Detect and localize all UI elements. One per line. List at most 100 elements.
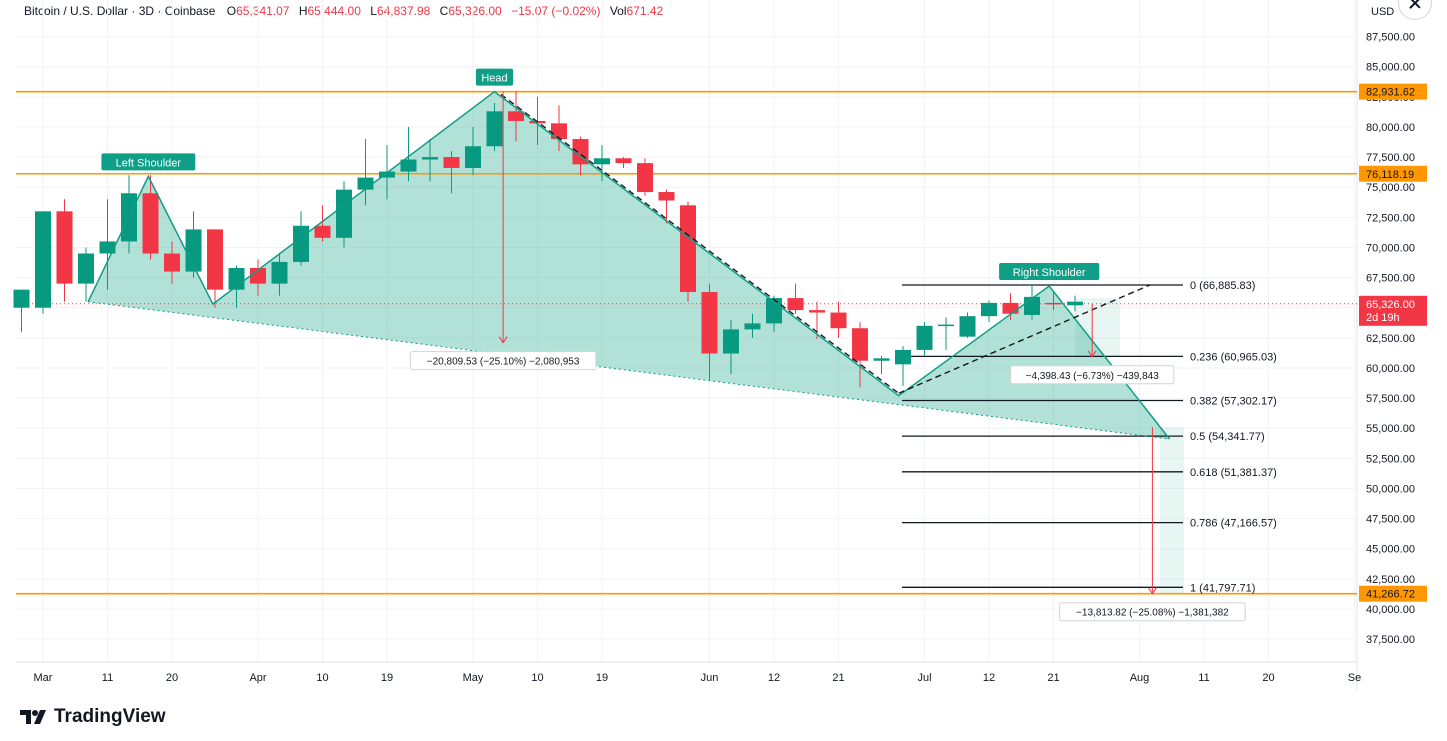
candle-body <box>594 158 610 165</box>
low-label: L <box>370 4 377 18</box>
pattern-label-box <box>999 263 1100 281</box>
candle-body <box>314 225 331 238</box>
price-tick-label: 72,500.00 <box>1366 212 1415 224</box>
candle-body <box>443 157 460 168</box>
price-tick-label: 42,500.00 <box>1366 574 1415 586</box>
measure-label-box <box>1010 365 1175 385</box>
level-price-tag <box>1359 83 1427 100</box>
price-tick-label: 80,000.00 <box>1366 122 1415 134</box>
level-price-label: 76,118.19 <box>1366 169 1414 181</box>
price-tick-label: 62,500.00 <box>1366 333 1415 345</box>
time-tick-label: 20 <box>166 672 178 684</box>
current-price-label: 65,326.00 <box>1366 299 1415 311</box>
candle-body <box>830 312 847 329</box>
candle-body <box>981 302 997 317</box>
candle-body <box>228 267 245 290</box>
brand-logo: TradingView <box>20 706 166 728</box>
candle-body <box>658 192 675 201</box>
candle-body <box>357 177 374 190</box>
candle-body <box>938 324 954 327</box>
time-tick-label: 21 <box>832 672 844 684</box>
candle-body <box>895 349 911 365</box>
candle-body <box>164 253 180 272</box>
price-tick-label: 75,000.00 <box>1366 182 1415 194</box>
candle-body <box>56 211 73 284</box>
candle-body <box>508 111 524 121</box>
time-tick-label: 20 <box>1262 672 1274 684</box>
time-axis[interactable]: Mar 11 20 Apr 10 19 May 10 19 Jun 12 21 Jul 12 21 Aug 11… <box>34 672 1362 684</box>
high-label: H <box>298 4 308 18</box>
close-label: C <box>439 4 449 18</box>
candle-body <box>35 211 51 308</box>
candle-body <box>400 159 417 172</box>
currency-label[interactable]: USD <box>1371 6 1395 18</box>
price-axis[interactable]: 87,500.0085,000.0082,500.0080,000.0077,5… <box>1359 32 1427 647</box>
candle-body <box>637 163 653 193</box>
fib-level-label: 0.236 (60,965.03) <box>1190 351 1277 363</box>
time-tick-label: Jun <box>701 672 719 684</box>
level-price-tag <box>1359 585 1427 602</box>
candle-body <box>787 298 804 311</box>
time-tick-label: 11 <box>1198 672 1209 684</box>
pattern-label-box <box>101 153 196 171</box>
price-tick-label: 85,000.00 <box>1366 62 1415 74</box>
measure-label-box <box>1059 602 1246 622</box>
price-tick-label: 37,500.00 <box>1366 634 1415 646</box>
candle-body <box>99 241 116 254</box>
candle-body <box>78 253 94 284</box>
time-tick-label: 21 <box>1047 672 1059 684</box>
fib-level-label: 0.786 (47,166.57) <box>1190 518 1277 530</box>
candle-body <box>852 328 868 361</box>
candle-body <box>486 111 503 147</box>
symbol-title: Bitcoin / U.S. Dollar · 3D · Coinbase <box>24 4 216 18</box>
chart-legend: Bitcoin / U.S. Dollar · 3D · Coinbase O6… <box>24 4 669 18</box>
candle-body <box>1024 296 1040 315</box>
candle-body <box>142 193 159 254</box>
candle-body <box>1045 302 1062 305</box>
candle-body <box>1067 301 1083 306</box>
fib-level-label: 0.5 (54,341.77) <box>1190 431 1265 443</box>
measure-label-box <box>409 351 597 371</box>
candle-body <box>207 229 223 290</box>
candle-body <box>185 229 202 272</box>
measure-label: −20,809.53 (−25.10%) −2,080,953 <box>427 357 580 368</box>
open-label: O <box>226 4 237 18</box>
target-measure-fill <box>1160 427 1184 594</box>
price-tick-label: 67,500.00 <box>1366 273 1415 285</box>
time-tick-label: 11 <box>102 672 113 684</box>
fib-level-label: 0.618 (51,381.37) <box>1190 467 1277 479</box>
time-tick-label: 10 <box>531 672 543 684</box>
price-tick-label: 87,500.00 <box>1366 32 1415 44</box>
candle-body <box>1002 302 1019 314</box>
fib-level-label: 0 (66,885.83) <box>1190 280 1255 292</box>
price-tick-label: 57,500.00 <box>1366 393 1415 405</box>
price-tick-label: 45,000.00 <box>1366 544 1415 556</box>
price-chart[interactable]: 0 (66,885.83) 0.236 (60,965.03) 0.382 (57,… <box>0 0 1447 700</box>
time-tick-label: Se <box>1348 672 1361 684</box>
price-tick-label: 50,000.00 <box>1366 483 1415 495</box>
candle-body <box>250 267 266 284</box>
time-tick-label: Apr <box>249 672 266 684</box>
measure-label: −13,813.82 (−25.08%) −1,381,382 <box>1076 608 1229 619</box>
candle-body <box>744 323 761 330</box>
time-tick-label: 19 <box>381 672 393 684</box>
candle-body <box>379 171 395 178</box>
volume-value: 671.42 <box>626 4 664 18</box>
price-tick-label: 40,000.00 <box>1366 604 1415 616</box>
candle-body <box>271 261 288 284</box>
candle-body <box>723 329 739 354</box>
measure-arrow <box>498 336 508 344</box>
price-tick-label: 52,500.00 <box>1366 453 1415 465</box>
brand-name: TradingView <box>54 706 166 727</box>
fib-level-label: 0.382 (57,302.17) <box>1190 395 1277 407</box>
time-tick-label: Aug <box>1130 672 1150 684</box>
price-tick-label: 77,500.00 <box>1366 152 1415 164</box>
time-tick-label: 12 <box>768 672 780 684</box>
time-tick-label: 10 <box>316 672 328 684</box>
candle-body <box>615 158 632 164</box>
open-value: 65,341.07 <box>236 4 290 18</box>
candle-body <box>551 123 567 140</box>
candle-body <box>680 205 696 293</box>
pattern-label: Left Shoulder <box>116 157 182 169</box>
pattern-label: Right Shoulder <box>1013 267 1086 279</box>
